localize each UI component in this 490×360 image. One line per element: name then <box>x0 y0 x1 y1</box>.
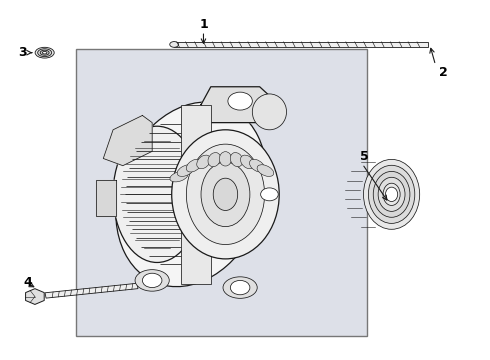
Ellipse shape <box>249 159 265 172</box>
Ellipse shape <box>230 153 243 167</box>
Text: 3: 3 <box>18 46 27 59</box>
Text: 4: 4 <box>23 276 32 289</box>
Ellipse shape <box>386 187 398 202</box>
Bar <box>181 105 211 284</box>
Ellipse shape <box>113 126 201 262</box>
Bar <box>174 41 428 47</box>
Ellipse shape <box>208 153 220 167</box>
Polygon shape <box>45 283 138 298</box>
Ellipse shape <box>197 155 210 169</box>
Ellipse shape <box>172 130 279 259</box>
Ellipse shape <box>170 171 188 182</box>
Polygon shape <box>201 87 279 123</box>
Text: 1: 1 <box>199 18 208 31</box>
Ellipse shape <box>116 102 267 287</box>
Ellipse shape <box>38 49 51 57</box>
Ellipse shape <box>241 155 254 169</box>
Ellipse shape <box>220 152 232 166</box>
Ellipse shape <box>373 171 410 217</box>
Ellipse shape <box>252 94 287 130</box>
Ellipse shape <box>135 270 169 291</box>
Ellipse shape <box>170 41 178 47</box>
Text: 5: 5 <box>360 150 369 163</box>
Bar <box>76 49 367 336</box>
Ellipse shape <box>186 144 265 244</box>
Polygon shape <box>25 289 44 305</box>
Text: 2: 2 <box>439 66 447 79</box>
Circle shape <box>143 273 162 288</box>
Ellipse shape <box>186 159 201 172</box>
Circle shape <box>230 280 250 295</box>
Ellipse shape <box>35 47 54 58</box>
Ellipse shape <box>213 178 238 211</box>
Ellipse shape <box>383 183 400 206</box>
Ellipse shape <box>364 159 419 229</box>
Circle shape <box>228 92 252 110</box>
Ellipse shape <box>223 277 257 298</box>
Ellipse shape <box>43 51 47 54</box>
Ellipse shape <box>40 50 49 55</box>
Circle shape <box>261 188 278 201</box>
Polygon shape <box>103 116 152 166</box>
Ellipse shape <box>368 165 415 224</box>
Polygon shape <box>96 180 116 216</box>
Ellipse shape <box>378 177 405 211</box>
Ellipse shape <box>177 165 194 176</box>
Ellipse shape <box>257 165 274 176</box>
Ellipse shape <box>201 162 250 226</box>
